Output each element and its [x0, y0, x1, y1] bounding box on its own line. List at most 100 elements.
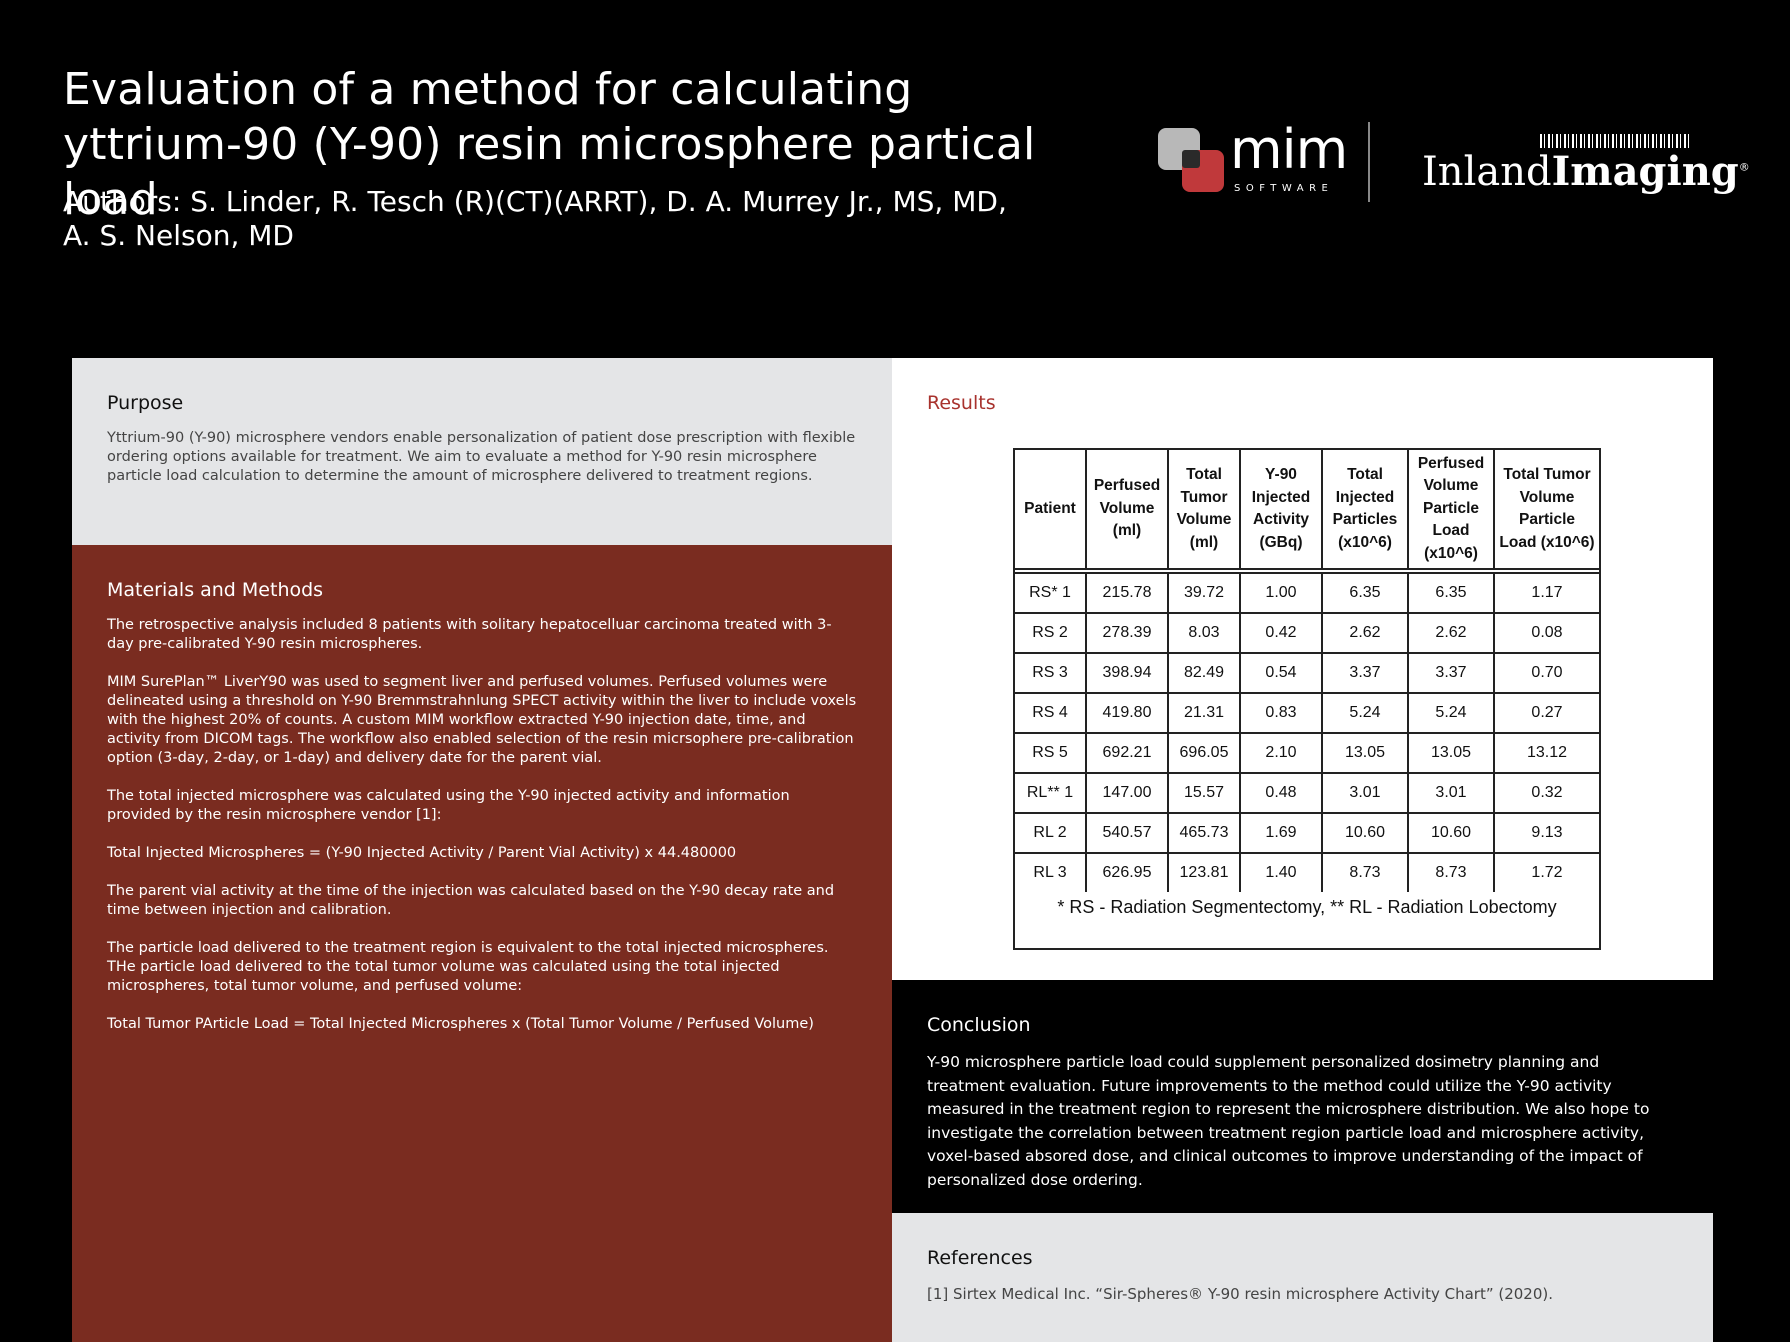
table-cell: 1.40 [1239, 852, 1323, 892]
table-cell: 2.10 [1239, 732, 1323, 774]
table-cell: 13.05 [1321, 732, 1409, 774]
table-cell: 215.78 [1085, 572, 1169, 614]
conclusion-text: Y-90 microsphere particle load could sup… [927, 1053, 1650, 1189]
table-cell: 465.73 [1167, 812, 1241, 854]
table-cell: 0.08 [1493, 612, 1601, 654]
table-cell: 1.72 [1493, 852, 1601, 892]
results-table: Patient Perfused Volume (ml) Total Tumor… [1013, 448, 1601, 950]
table-cell: 123.81 [1167, 852, 1241, 892]
table-cell: 13.12 [1493, 732, 1601, 774]
inland-word: Inland [1422, 149, 1552, 195]
table-cell: 1.17 [1493, 572, 1601, 614]
methods-paragraph: The parent vial activity at the time of … [107, 883, 835, 918]
table-cell: 39.72 [1167, 572, 1241, 614]
table-cell: 0.83 [1239, 692, 1323, 734]
results-section: Results Patient Perfused Volume (ml) Tot… [892, 358, 1713, 980]
table-cell: 3.37 [1321, 652, 1409, 694]
patient-cell: RL** 1 [1013, 772, 1087, 814]
patient-cell: RS 5 [1013, 732, 1087, 774]
reference-item: [1] Sirtex Medical Inc. “Sir-Spheres® Y-… [927, 1285, 1554, 1303]
methods-heading: Materials and Methods [107, 579, 324, 601]
table-row: RS 2 278.39 8.03 0.42 2.62 2.62 0.08 [1013, 612, 1601, 654]
methods-paragraph: MIM SurePlan™ LiverY90 was used to segme… [107, 674, 857, 766]
table-cell: 8.03 [1167, 612, 1241, 654]
mim-software-logo: mim SOFTWARE [1158, 122, 1348, 198]
table-cell: 398.94 [1085, 652, 1169, 694]
authors-line: Authors: S. Linder, R. Tesch (R)(CT)(ARR… [63, 185, 1007, 252]
table-cell: 1.00 [1239, 572, 1323, 614]
patient-cell: RL 3 [1013, 852, 1087, 892]
table-cell: 0.54 [1239, 652, 1323, 694]
results-heading: Results [927, 392, 996, 414]
table-cell: 2.62 [1321, 612, 1409, 654]
table-cell: 147.00 [1085, 772, 1169, 814]
table-footnote: * RS - Radiation Segmentectomy, ** RL - … [1013, 892, 1601, 950]
purpose-heading: Purpose [107, 392, 184, 414]
methods-paragraph: The total injected microsphere was calcu… [107, 788, 790, 823]
title-line-1: Evaluation of a method for calculating [63, 64, 913, 115]
column-header: Total Tumor Volume (ml) [1167, 448, 1241, 570]
table-footnote-row: * RS - Radiation Segmentectomy, ** RL - … [1013, 892, 1601, 950]
table-cell: 82.49 [1167, 652, 1241, 694]
table-cell: 5.24 [1321, 692, 1409, 734]
conclusion-heading: Conclusion [927, 1014, 1031, 1036]
table-cell: 10.60 [1321, 812, 1409, 854]
patient-cell: RS 3 [1013, 652, 1087, 694]
results-table-wrapper: Patient Perfused Volume (ml) Total Tumor… [1013, 448, 1601, 950]
patient-cell: RL 2 [1013, 812, 1087, 854]
table-cell: 0.27 [1493, 692, 1601, 734]
column-header: Perfused Volume (ml) [1085, 448, 1169, 570]
table-row: RL 3 626.95 123.81 1.40 8.73 8.73 1.72 [1013, 852, 1601, 892]
patient-cell: RS* 1 [1013, 572, 1087, 614]
methods-formula-injected: Total Injected Microspheres = (Y-90 Inje… [107, 845, 737, 861]
table-cell: 3.37 [1407, 652, 1495, 694]
table-cell: 0.42 [1239, 612, 1323, 654]
column-header: Patient [1013, 448, 1087, 570]
table-row: RL 2 540.57 465.73 1.69 10.60 10.60 9.13 [1013, 812, 1601, 854]
table-cell: 3.01 [1407, 772, 1495, 814]
table-cell: 21.31 [1167, 692, 1241, 734]
table-cell: 5.24 [1407, 692, 1495, 734]
table-cell: 626.95 [1085, 852, 1169, 892]
purpose-section: Purpose Yttrium-90 (Y-90) microsphere ve… [72, 358, 892, 545]
table-cell: 696.05 [1167, 732, 1241, 774]
mim-logo-subtitle: SOFTWARE [1234, 183, 1334, 194]
methods-paragraph: The particle load delivered to the treat… [107, 940, 829, 994]
table-row: RS 4 419.80 21.31 0.83 5.24 5.24 0.27 [1013, 692, 1601, 734]
column-header: Total Injected Particles (x10^6) [1321, 448, 1409, 570]
table-cell: 1.69 [1239, 812, 1323, 854]
poster-title: Evaluation of a method for calculating yt… [63, 62, 1123, 227]
table-row: RS 3 398.94 82.49 0.54 3.37 3.37 0.70 [1013, 652, 1601, 694]
conclusion-section: Conclusion Y-90 microsphere particle loa… [892, 980, 1713, 1213]
table-cell: 2.62 [1407, 612, 1495, 654]
table-cell: 15.57 [1167, 772, 1241, 814]
methods-paragraph: The retrospective analysis included 8 pa… [107, 617, 832, 652]
inland-imaging-logo: InlandImaging® [1422, 130, 1750, 200]
table-cell: 692.21 [1085, 732, 1169, 774]
mim-logo-wordmark: mim [1230, 118, 1348, 181]
table-cell: 8.73 [1407, 852, 1495, 892]
table-row: RS 5 692.21 696.05 2.10 13.05 13.05 13.12 [1013, 732, 1601, 774]
table-spacer-row [1013, 569, 1601, 573]
mim-logo-dark-overlap [1182, 150, 1200, 168]
patient-cell: RS 4 [1013, 692, 1087, 734]
purpose-text: Yttrium-90 (Y-90) microsphere vendors en… [107, 430, 856, 484]
table-cell: 13.05 [1407, 732, 1495, 774]
imaging-word: Imaging [1551, 148, 1739, 195]
table-cell: 9.13 [1493, 812, 1601, 854]
references-section: References [1] Sirtex Medical Inc. “Sir-… [892, 1213, 1713, 1342]
materials-methods-section: Materials and Methods The retrospective … [72, 545, 892, 1342]
table-cell: 278.39 [1085, 612, 1169, 654]
table-cell: 0.48 [1239, 772, 1323, 814]
results-table-body: RS* 1 215.78 39.72 1.00 6.35 6.35 1.17 RS 2 278.… [1013, 569, 1601, 892]
inland-logo-barcode [1540, 134, 1690, 148]
table-cell: 6.35 [1321, 572, 1409, 614]
table-cell: 10.60 [1407, 812, 1495, 854]
methods-formula-tumor-load: Total Tumor PArticle Load = Total Inject… [107, 1016, 814, 1032]
references-heading: References [927, 1247, 1033, 1269]
logo-divider [1368, 122, 1370, 202]
title-line-2: yttrium-90 (Y-90) resin microsphere part… [63, 119, 1036, 225]
table-row: RL** 1 147.00 15.57 0.48 3.01 3.01 0.32 [1013, 772, 1601, 814]
table-cell: 6.35 [1407, 572, 1495, 614]
table-cell: 0.70 [1493, 652, 1601, 694]
